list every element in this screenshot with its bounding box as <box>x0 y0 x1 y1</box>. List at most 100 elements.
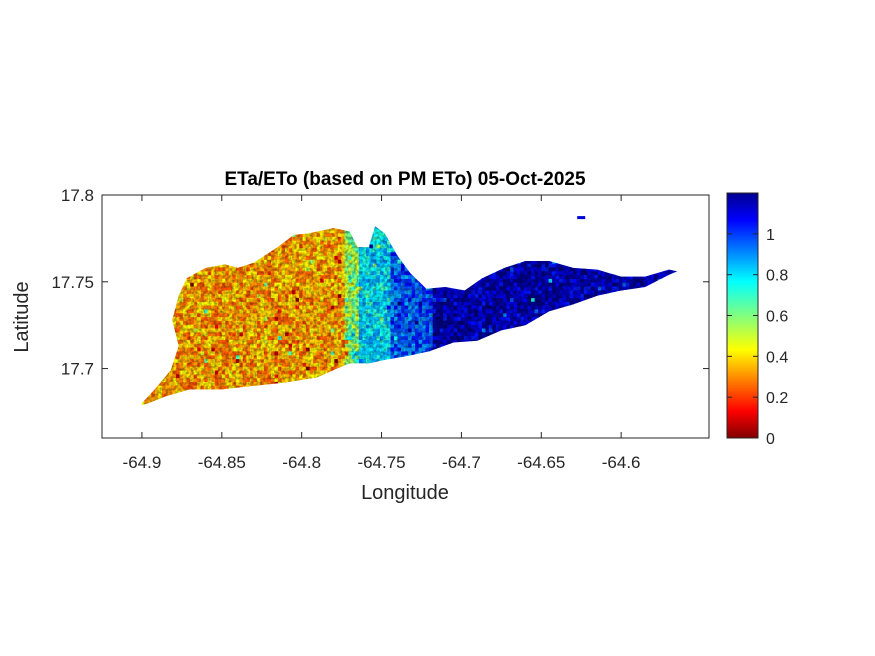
heat-cell <box>358 240 363 245</box>
heat-cell <box>412 221 416 225</box>
heat-cell <box>376 408 380 412</box>
heat-cell <box>169 247 174 253</box>
heat-cell <box>200 396 205 402</box>
heat-cell <box>446 381 451 386</box>
heat-cell <box>172 289 177 295</box>
heat-cell <box>165 366 170 371</box>
heat-cell <box>138 263 142 267</box>
heat-cell <box>327 385 332 390</box>
heat-cell <box>439 385 444 390</box>
heat-cell <box>464 350 469 356</box>
heat-cell <box>169 408 173 412</box>
heat-cell <box>190 228 195 234</box>
heat-cell <box>425 354 430 360</box>
heat-cell <box>464 396 469 402</box>
heat-cell <box>443 263 448 268</box>
heat-cell <box>411 362 416 367</box>
heat-cell <box>432 358 437 363</box>
heat-cell <box>429 217 433 221</box>
heat-cell <box>228 226 233 230</box>
heat-cell <box>397 400 402 405</box>
heat-cell <box>453 362 458 367</box>
heat-cell <box>193 263 198 268</box>
heat-cell <box>134 248 138 252</box>
heat-cell <box>148 328 153 333</box>
heat-cell <box>355 221 359 225</box>
heat-cell <box>432 400 437 405</box>
heat-cell <box>460 232 465 237</box>
heat-cell <box>351 373 356 379</box>
heat-cell <box>158 240 163 245</box>
heat-cell <box>432 251 437 256</box>
heat-cell <box>186 392 191 398</box>
heat-cell <box>155 240 160 245</box>
heat-cell <box>256 226 261 230</box>
heat-cell <box>443 226 448 230</box>
heat-cell <box>222 217 226 221</box>
heat-cell <box>303 408 307 412</box>
heat-cell <box>446 228 451 234</box>
heat-cell <box>471 389 476 394</box>
heat-cell <box>162 240 167 245</box>
heat-cell <box>134 244 138 248</box>
heat-cell <box>436 404 441 405</box>
heat-cell <box>162 247 167 253</box>
heat-cell <box>144 232 149 237</box>
heat-cell <box>249 236 254 241</box>
heat-cell <box>471 385 476 390</box>
heat-cell <box>225 389 230 394</box>
heat-cell <box>166 217 170 221</box>
heat-cell <box>365 392 370 398</box>
heat-cell <box>158 362 163 367</box>
heat-cell <box>383 392 388 398</box>
heat-cell <box>457 251 462 256</box>
heat-cell <box>464 255 469 260</box>
heat-cell <box>228 228 233 234</box>
heat-cell <box>204 400 209 405</box>
heat-cell <box>457 274 462 279</box>
heat-cell <box>457 266 462 272</box>
heat-cell <box>169 289 174 295</box>
heat-cell <box>453 270 458 276</box>
heat-cell <box>165 270 170 276</box>
heat-cell <box>362 236 367 241</box>
heat-cell <box>249 389 254 394</box>
heat-cell <box>278 217 282 221</box>
heat-cell <box>239 400 244 405</box>
heat-cell <box>274 240 279 245</box>
heat-cell <box>369 389 374 394</box>
heat-cell <box>155 236 160 241</box>
heat-cell <box>460 228 465 234</box>
heat-cell <box>457 278 462 283</box>
heat-cell <box>281 232 286 237</box>
heat-cell <box>179 404 184 405</box>
heat-cell <box>365 396 370 402</box>
heat-cell <box>474 362 479 367</box>
heat-cell <box>418 389 423 394</box>
heat-cell <box>397 389 402 394</box>
heat-cell <box>436 274 441 279</box>
heat-cell <box>246 232 251 237</box>
heat-cell <box>155 400 160 405</box>
heat-cell <box>404 243 409 249</box>
heat-cell <box>162 404 167 405</box>
heat-cell <box>425 362 430 367</box>
heat-cell <box>320 408 324 412</box>
heat-cell <box>138 229 142 233</box>
heat-cell <box>379 392 384 398</box>
heat-cell <box>436 232 441 237</box>
heat-cell <box>190 400 195 405</box>
heat-cell <box>141 236 146 241</box>
heat-cell <box>372 370 377 375</box>
heat-cell <box>467 228 472 234</box>
heat-cell <box>418 266 423 272</box>
heat-cell <box>165 324 170 329</box>
heat-cell <box>313 400 318 405</box>
heat-cell <box>387 226 392 230</box>
heat-cell <box>267 392 272 398</box>
heat-cell <box>151 343 156 348</box>
heat-cell <box>453 226 458 230</box>
heat-cell <box>274 232 279 237</box>
heat-cell <box>141 240 146 245</box>
heat-cell <box>422 377 427 382</box>
